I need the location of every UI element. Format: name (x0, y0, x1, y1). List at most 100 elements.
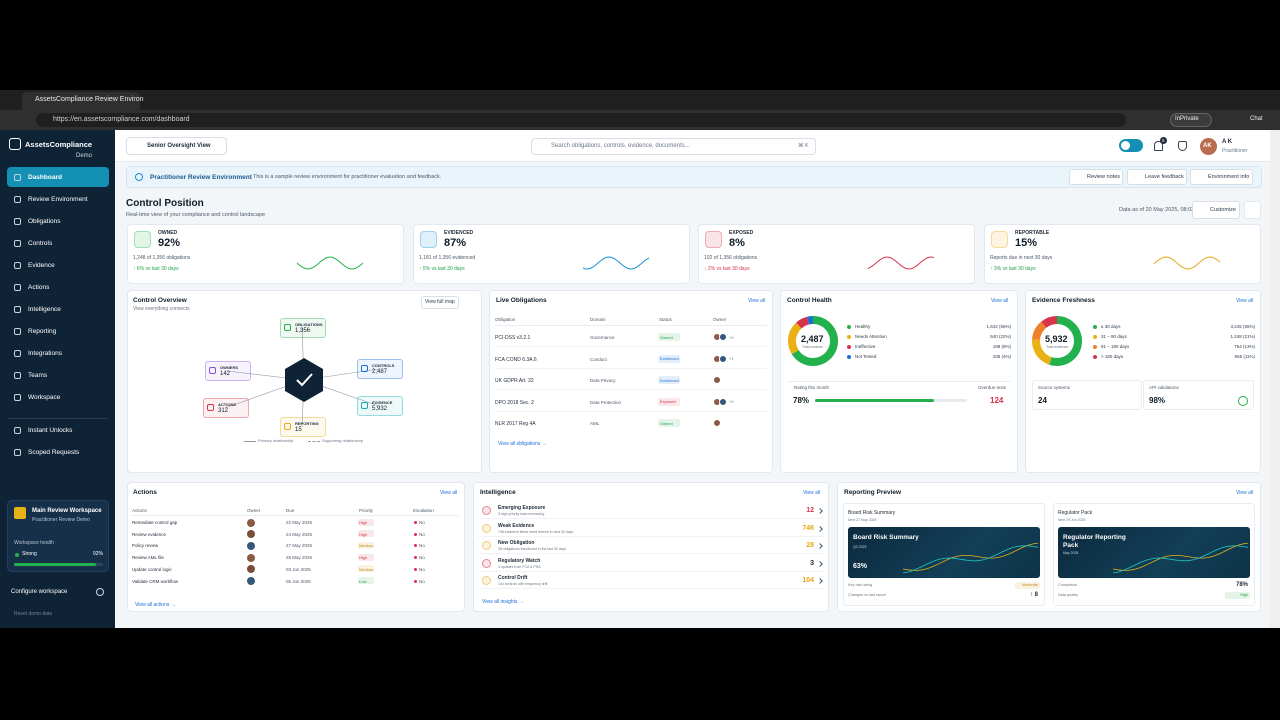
nav-icon (14, 449, 21, 456)
nav-item[interactable]: Obligations (28, 217, 61, 225)
avatar[interactable] (1200, 138, 1217, 155)
report-row-label: Key risk rating (848, 583, 873, 587)
nav-item[interactable]: Dashboard (28, 173, 62, 181)
map-button[interactable] (421, 296, 459, 309)
insight-row[interactable] (478, 556, 824, 572)
nav-item[interactable]: Controls (28, 239, 53, 247)
shield[interactable] (1178, 141, 1187, 151)
escalation-dot (414, 579, 417, 583)
nav-item[interactable]: Evidence (28, 261, 55, 269)
tab-title: AssetsCompliance Review Environ (35, 96, 144, 103)
footer-link[interactable]: View all insights → (482, 599, 524, 605)
chat[interactable]: Chat (1250, 116, 1263, 122)
nav-item[interactable]: Integrations (28, 349, 62, 357)
banner-button[interactable] (1127, 169, 1187, 185)
view-all[interactable]: View all (440, 490, 458, 496)
insight-row[interactable] (478, 503, 824, 519)
overdue-label: Overdue tests (978, 385, 1007, 390)
status: Owned (660, 420, 673, 426)
view-all[interactable]: View all (1236, 490, 1254, 496)
legend-name: 91 – 180 days (1101, 344, 1130, 349)
kpi-delta: ↑ 6% vs last 30 days (133, 266, 179, 272)
owner-avatar (247, 553, 255, 562)
nav-item[interactable]: Intelligence (28, 305, 61, 313)
report-card[interactable] (843, 503, 1045, 606)
status: Evidenced (660, 377, 679, 383)
cover-line (1112, 542, 1249, 571)
footer-link[interactable]: View all obligations → (498, 441, 547, 447)
view-all[interactable]: View all (748, 298, 766, 304)
kpi-icon (420, 231, 437, 248)
toggle-knob (1121, 141, 1130, 150)
kpi-detail: 1,181 of 1,356 evidenced (419, 255, 476, 261)
intelligence-card (473, 482, 829, 612)
card-title: Reporting Preview (844, 489, 902, 496)
node-icon (361, 365, 368, 372)
priority: High (359, 520, 368, 525)
report-row-value: High (1240, 593, 1248, 597)
rating-label: Rating this month (794, 385, 830, 390)
banner-button[interactable] (1069, 169, 1123, 185)
owner-more: +2 (729, 399, 734, 404)
kpi-card (984, 224, 1261, 284)
more-button[interactable] (1244, 201, 1261, 219)
view-all[interactable]: View all (803, 490, 821, 496)
nav-item[interactable]: Scoped Requests (28, 448, 80, 456)
owner-avatar (719, 333, 727, 341)
priority: Medium (359, 543, 374, 549)
insight-row[interactable] (478, 538, 824, 554)
insight-title: Regulatory Watch (498, 557, 541, 564)
kpi-card (698, 224, 975, 284)
url-field[interactable] (36, 113, 1126, 127)
bell[interactable] (1154, 141, 1163, 151)
view-all[interactable]: View all (1236, 298, 1254, 304)
owner-avatar (247, 530, 255, 539)
hub-check (296, 373, 313, 387)
badge (1160, 137, 1167, 144)
inprivate-pill[interactable] (1170, 113, 1212, 127)
legend-name: Ineffective (855, 344, 876, 349)
node-value: 1,356 (295, 328, 311, 334)
nav-item[interactable]: Workspace (28, 393, 61, 401)
nav-icon (14, 196, 21, 203)
live-obligations-card (489, 290, 773, 473)
insight-row[interactable] (478, 573, 824, 589)
banner-button[interactable] (1190, 169, 1253, 185)
divider (495, 346, 767, 347)
insight-icon (482, 523, 491, 533)
node-value: 312 (218, 408, 229, 414)
customize-button[interactable] (1192, 201, 1240, 219)
escalation-dot (414, 521, 417, 524)
legend-name: Not Tested (855, 354, 877, 359)
nav-item[interactable]: Instant Unlocks (28, 426, 73, 434)
column-header: Owner (713, 317, 727, 322)
card-title: Control Overview (133, 297, 187, 304)
page-subtitle: Real-time view of your compliance and co… (126, 212, 266, 218)
nav-item[interactable]: Reporting (28, 327, 57, 335)
escalation: No (419, 555, 425, 561)
nav-item[interactable]: Teams (28, 371, 48, 379)
report-card[interactable] (1053, 503, 1255, 606)
settings-icon[interactable] (96, 588, 104, 596)
node-value: 2,487 (372, 369, 388, 375)
nav-item[interactable]: Actions (28, 283, 50, 291)
reset[interactable]: Reset demo data (14, 611, 53, 617)
footer-link[interactable]: View all actions → (135, 602, 176, 608)
search[interactable] (531, 138, 816, 155)
nav-item[interactable]: Review Environment (28, 195, 88, 203)
configure[interactable]: Configure workspace (11, 589, 68, 595)
view-select[interactable] (126, 137, 227, 155)
column-header: Owner (247, 508, 261, 513)
insight-row[interactable] (478, 521, 824, 537)
owner-avatar (247, 541, 255, 550)
node-icon (207, 404, 214, 411)
report-date: Next 29 Jun 2025 (1058, 518, 1086, 522)
nav-icon (14, 350, 21, 357)
donut-total: 2,487 (801, 334, 824, 344)
report-title: Regulator Pack (1058, 510, 1093, 516)
report-row-value: Moderate (1021, 583, 1038, 587)
active-tab[interactable] (22, 92, 140, 110)
action: Review AML file (132, 555, 164, 561)
donut (788, 316, 838, 366)
view-all[interactable]: View all (991, 298, 1009, 304)
